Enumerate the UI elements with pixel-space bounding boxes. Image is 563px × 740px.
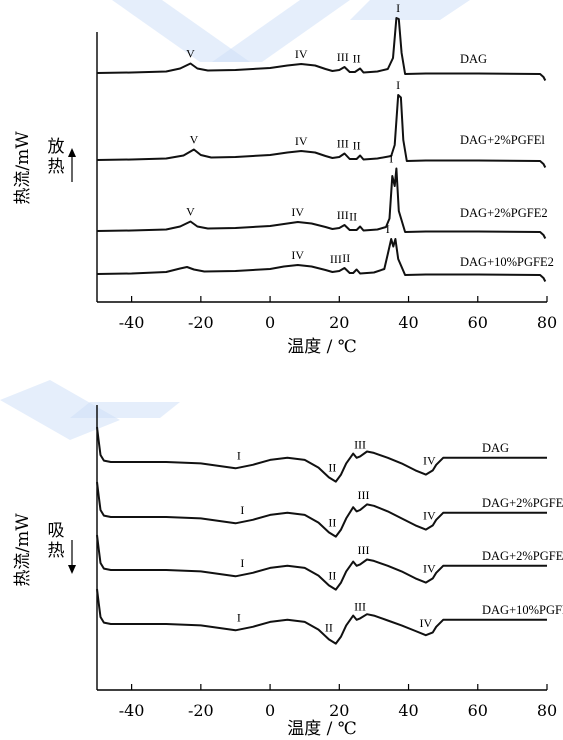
peak-label: II — [328, 461, 336, 475]
x-ticks: -40 -20 0 20 40 60 80 — [119, 684, 557, 720]
x-tick-label: 40 — [398, 313, 418, 332]
direction-label-2: 热 — [48, 157, 65, 177]
peak-label: III — [337, 208, 349, 222]
series-label: DAG+2%PGFE2 — [482, 549, 563, 563]
x-axis-label: 温度 / ℃ — [287, 719, 357, 739]
series-line — [96, 534, 547, 591]
direction-label-1: 吸 — [48, 521, 65, 541]
series-label: DAG+2%PGFEl — [482, 496, 563, 510]
peak-label: III — [330, 252, 342, 266]
direction-indicator: 吸 热 — [48, 521, 76, 574]
series-label: DAG+10%PGFE2 — [482, 603, 563, 617]
series-line — [96, 94, 547, 168]
series-label: DAG+2%PGFEl — [460, 133, 545, 147]
peak-label: V — [186, 205, 195, 219]
series-label: DAG+2%PGFE2 — [460, 206, 548, 220]
peak-label: I — [386, 222, 390, 236]
series-line — [96, 167, 547, 239]
x-tick-label: 20 — [329, 313, 349, 332]
peak-label: II — [342, 251, 350, 265]
x-axis-label: 温度 / ℃ — [287, 337, 357, 357]
x-tick-label: 0 — [265, 313, 275, 332]
peak-label: IV — [295, 134, 308, 148]
peak-label: II — [325, 620, 333, 634]
x-tick-label: 80 — [537, 701, 557, 720]
series-labels: DAG DAG+2%PGFEl DAG+2%PGFE2 DAG+10%PGFE2 — [460, 52, 554, 269]
peak-label: III — [354, 437, 366, 451]
melting-chart: -40 -20 0 20 40 60 80 IIIIIIIVIIIIIIIVIIIIIIIV… — [13, 405, 563, 739]
peak-label: IV — [291, 205, 304, 219]
series-line — [96, 238, 547, 282]
x-tick-label: -20 — [188, 701, 214, 720]
peak-label: I — [237, 449, 241, 463]
direction-label-2: 热 — [48, 541, 65, 561]
peak-label: IV — [423, 562, 436, 576]
peak-label: IV — [420, 616, 433, 630]
x-ticks: -40 -20 0 20 40 60 80 — [119, 296, 557, 332]
peak-label: III — [354, 599, 366, 613]
x-tick-label: -40 — [119, 701, 145, 720]
x-tick-label: 40 — [398, 701, 418, 720]
x-tick-label: 60 — [468, 313, 488, 332]
direction-label-1: 放 — [48, 137, 65, 157]
peak-label: I — [396, 1, 400, 15]
arrow-head-icon — [68, 565, 76, 574]
peak-label: V — [190, 133, 199, 147]
series-line — [96, 588, 547, 645]
series-lines — [96, 426, 547, 645]
series-lines — [96, 17, 547, 282]
x-tick-label: 60 — [468, 701, 488, 720]
y-axis-label: 热流/mW — [13, 131, 33, 205]
peak-label: I — [240, 503, 244, 517]
series-label: DAG — [482, 441, 509, 455]
x-tick-label: -40 — [119, 313, 145, 332]
peak-label: V — [186, 47, 195, 61]
peak-label: II — [353, 139, 361, 153]
peak-label: II — [328, 516, 336, 530]
x-tick-label: 80 — [537, 313, 557, 332]
peak-label: I — [389, 152, 393, 166]
direction-indicator: 放 热 — [48, 137, 76, 182]
series-labels: DAG DAG+2%PGFEl DAG+2%PGFE2 DAG+10%PGFE2 — [482, 441, 563, 617]
peak-label: II — [349, 210, 357, 224]
peak-label: I — [240, 556, 244, 570]
peak-label: I — [237, 611, 241, 625]
peak-label: IV — [423, 454, 436, 468]
watermark-logo — [0, 0, 470, 440]
series-line — [96, 17, 547, 81]
peak-label: IV — [291, 248, 304, 262]
peak-label: II — [328, 569, 336, 583]
peak-label: IV — [295, 47, 308, 61]
series-label: DAG+10%PGFE2 — [460, 255, 554, 269]
x-tick-label: 20 — [329, 701, 349, 720]
peak-label: III — [337, 137, 349, 151]
x-tick-label: 0 — [265, 701, 275, 720]
peak-label: II — [353, 52, 361, 66]
series-line — [96, 481, 547, 538]
peak-label: III — [358, 488, 370, 502]
arrow-head-icon — [68, 148, 76, 157]
series-label: DAG — [460, 52, 487, 66]
y-axis-label: 热流/mW — [13, 513, 33, 587]
x-tick-label: -20 — [188, 313, 214, 332]
peak-label: IV — [423, 509, 436, 523]
peak-label: III — [337, 50, 349, 64]
peak-label: III — [358, 543, 370, 557]
peak-label: I — [396, 78, 400, 92]
series-line — [96, 426, 547, 483]
